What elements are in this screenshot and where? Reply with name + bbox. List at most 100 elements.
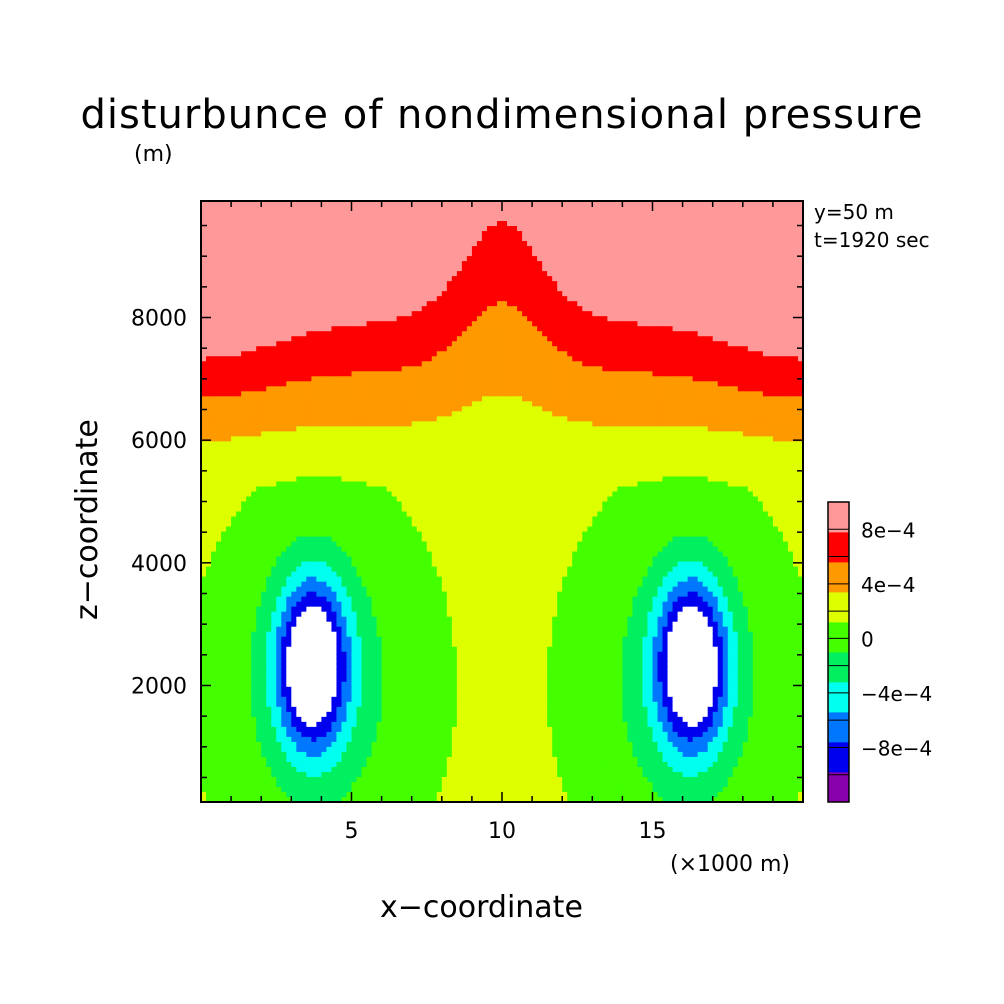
contour-cell — [592, 296, 598, 302]
contour-cell — [602, 346, 608, 352]
contour-cell — [261, 406, 267, 412]
contour-cell — [401, 361, 408, 367]
contour-cell — [361, 381, 368, 387]
contour-cell — [522, 211, 528, 217]
contour-cell — [687, 251, 694, 257]
contour-cell — [336, 266, 343, 272]
contour-cell — [351, 366, 358, 372]
contour-cell — [617, 206, 623, 212]
contour-cell — [316, 336, 322, 342]
contour-cell — [797, 291, 803, 297]
contour-cell — [461, 356, 468, 362]
contour-cell — [326, 266, 333, 272]
contour-cell — [572, 331, 578, 337]
contour-cell — [251, 236, 257, 242]
contour-cell — [496, 266, 503, 272]
contour-cell — [291, 306, 297, 312]
contour-cell — [662, 221, 669, 227]
contour-cell — [296, 231, 302, 237]
contour-cell — [777, 246, 784, 252]
contour-cell — [627, 386, 634, 392]
contour-cell — [281, 356, 287, 362]
contour-cell — [326, 251, 333, 257]
contour-cell — [782, 281, 789, 287]
contour-cell — [241, 401, 247, 407]
contour-cell — [206, 336, 212, 342]
contour-cell — [637, 201, 644, 207]
contour-cell — [406, 286, 413, 292]
contour-cell — [251, 261, 257, 267]
contour-cell — [486, 291, 493, 297]
contour-cell — [371, 296, 378, 302]
contour-cell — [722, 226, 729, 232]
contour-cell — [226, 271, 232, 277]
contour-cell — [261, 236, 267, 242]
contour-cell — [291, 251, 297, 257]
contour-cell — [476, 221, 483, 227]
contour-cell — [326, 211, 333, 217]
contour-cell — [747, 366, 754, 372]
contour-cell — [326, 386, 333, 392]
contour-cell — [466, 241, 473, 247]
contour-cell — [597, 311, 603, 317]
contour-cell — [386, 286, 393, 292]
contour-cell — [542, 356, 548, 362]
contour-cell — [707, 371, 714, 377]
contour-cell — [637, 241, 644, 247]
contour-cell — [507, 296, 513, 302]
contour-cell — [507, 306, 513, 312]
contour-cell — [256, 371, 262, 377]
contour-cell — [677, 321, 684, 327]
contour-cell — [722, 341, 729, 347]
contour-cell — [356, 381, 363, 387]
contour-cell — [787, 296, 794, 302]
contour-cell — [421, 311, 428, 317]
contour-cell — [602, 201, 608, 207]
contour-cell — [361, 341, 368, 347]
contour-cell — [346, 276, 353, 282]
contour-cell — [637, 236, 644, 242]
contour-cell — [271, 221, 277, 227]
contour-cell — [421, 371, 428, 377]
contour-cell — [201, 391, 207, 397]
contour-cell — [381, 346, 388, 352]
contour-cell — [416, 246, 423, 252]
contour-cell — [311, 291, 317, 297]
contour-cell — [311, 361, 317, 367]
contour-cell — [527, 396, 533, 402]
contour-cell — [527, 241, 533, 247]
contour-cell — [732, 276, 739, 282]
contour-cell — [707, 281, 714, 287]
contour-cell — [286, 301, 292, 307]
contour-cell — [717, 211, 724, 217]
contour-cell — [512, 331, 518, 337]
contour-cell — [361, 246, 368, 252]
contour-cell — [587, 276, 593, 282]
contour-cell — [527, 361, 533, 367]
contour-cell — [351, 241, 358, 247]
contour-cell — [642, 311, 649, 317]
contour-cell — [311, 386, 317, 392]
contour-cell — [687, 341, 694, 347]
contour-cell — [291, 276, 297, 282]
contour-cell — [261, 401, 267, 407]
contour-cell — [211, 351, 217, 357]
contour-cell — [271, 261, 277, 267]
contour-cell — [627, 286, 634, 292]
contour-cell — [617, 336, 623, 342]
contour-cell — [201, 321, 207, 327]
contour-cell — [341, 371, 348, 377]
contour-cell — [436, 291, 443, 297]
contour-cell — [702, 296, 709, 302]
contour-cell — [642, 356, 649, 362]
contour-cell — [777, 296, 784, 302]
contour-cell — [567, 221, 573, 227]
contour-cell — [346, 261, 353, 267]
contour-cell — [461, 331, 468, 337]
contour-cell — [757, 356, 764, 362]
contour-cell — [456, 346, 463, 352]
contour-cell — [792, 326, 799, 332]
contour-cell — [787, 231, 794, 237]
contour-cell — [416, 326, 423, 332]
contour-cell — [261, 216, 267, 222]
